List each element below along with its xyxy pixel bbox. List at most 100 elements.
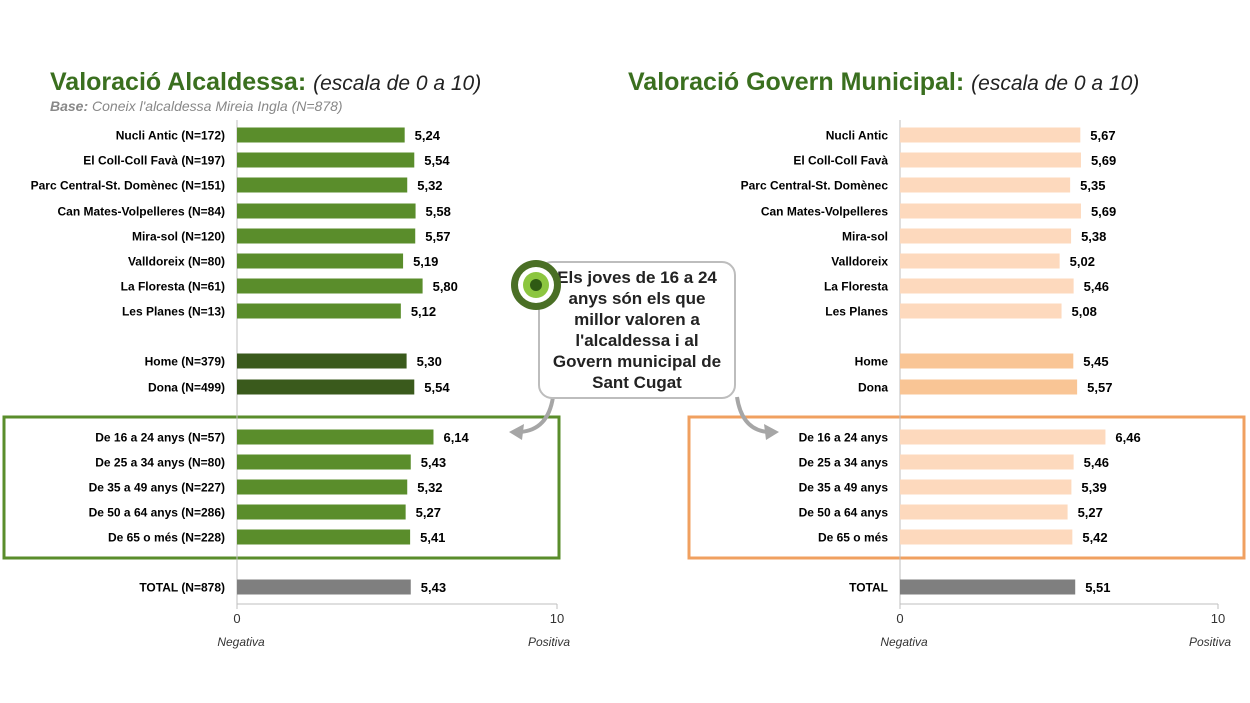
left-value-label: 5,58 [426,204,451,219]
left-bar [237,579,411,595]
right-bar [900,353,1074,369]
target-icon [511,260,561,310]
left-bar [237,479,408,495]
left-category-label: De 50 a 64 anys (N=286) [89,506,225,520]
right-age-highlight-box [687,415,1246,560]
right-x-tick-label: 10 [1211,611,1225,626]
base-label: Base: [50,98,89,114]
right-bar [900,278,1074,294]
right-category-label: De 16 a 24 anys [799,431,889,445]
callout-box: Els joves de 16 a 24 anys són els que mi… [538,261,736,399]
right-bar [900,203,1081,219]
right-bar [900,127,1081,143]
right-category-label: Parc Central-St. Domènec [741,179,889,193]
left-category-label: TOTAL (N=878) [139,581,225,595]
right-category-label: Valldoreix [831,255,888,269]
callout-arrow-left-head [509,424,524,440]
left-value-label: 5,57 [425,229,450,244]
right-title-sub: (escala de 0 a 10) [971,72,1140,95]
left-category-label: De 25 a 34 anys (N=80) [95,456,225,470]
right-value-label: 5,69 [1091,204,1116,219]
right-value-label: 5,39 [1081,480,1106,495]
left-category-label: Mira-sol (N=120) [132,230,225,244]
right-category-label: Dona [858,381,888,395]
left-category-label: Les Planes (N=13) [122,305,225,319]
left-value-label: 5,32 [417,480,442,495]
right-category-label: Les Planes [825,305,888,319]
left-category-label: Valldoreix (N=80) [128,255,225,269]
left-value-label: 5,41 [420,530,445,545]
right-category-label: Nucli Antic [826,129,889,143]
left-bar [237,529,411,545]
left-title-sub: (escala de 0 a 10) [313,72,482,95]
left-value-label: 5,27 [416,505,441,520]
left-bar [237,504,406,520]
right-category-label: La Floresta [824,280,888,294]
right-category-label: De 35 a 49 anys [799,481,889,495]
left-value-label: 5,43 [421,580,446,595]
left-chart-title: Valoració Alcaldessa: (escala de 0 a 10) [50,68,481,97]
right-bar [900,177,1071,193]
left-bar [237,379,415,395]
callout-arrow-left [519,396,555,434]
right-bar [900,479,1072,495]
right-bar [900,152,1081,168]
right-x-end-label-positive: Positiva [1189,635,1231,649]
right-value-label: 5,08 [1072,304,1097,319]
callout-arrow-right [735,396,769,434]
left-bar [237,454,411,470]
right-bar [900,529,1073,545]
left-value-label: 5,80 [433,279,458,294]
right-x-tick-label: 0 [896,611,903,626]
left-x-end-label-positive: Positiva [528,635,570,649]
left-value-label: 5,54 [424,153,450,168]
left-bar [237,429,434,445]
right-category-label: Home [855,355,889,369]
left-value-label: 6,14 [443,430,469,445]
right-chart-title: Valoració Govern Municipal: (escala de 0… [628,68,1139,97]
right-category-label: De 25 a 34 anys [799,456,889,470]
left-category-label: De 65 o més (N=228) [108,531,225,545]
left-bar [237,303,401,319]
left-chart-base: Base: Coneix l'alcaldessa Mireia Ingla (… [50,98,343,114]
right-value-label: 5,38 [1081,229,1106,244]
left-bar [237,353,407,369]
right-bar [900,228,1072,244]
left-category-label: Nucli Antic (N=172) [116,129,225,143]
left-category-label: Dona (N=499) [148,381,225,395]
right-value-label: 6,46 [1115,430,1140,445]
callout-text: Els joves de 16 a 24 anys són els que mi… [552,268,722,392]
left-category-label: De 35 a 49 anys (N=227) [89,481,225,495]
left-x-end-label-negative: Negativa [217,635,265,649]
right-bar [900,253,1060,269]
right-category-label: De 50 a 64 anys [799,506,889,520]
right-value-label: 5,27 [1078,505,1103,520]
right-category-label: De 65 o més [818,531,888,545]
right-bar [900,454,1074,470]
left-bar [237,152,415,168]
right-bar [900,429,1106,445]
left-category-label: El Coll-Coll Favà (N=197) [83,154,225,168]
left-value-label: 5,32 [417,178,442,193]
left-bar [237,253,404,269]
left-bar [237,127,405,143]
right-bar [900,303,1062,319]
right-bar [900,504,1068,520]
left-x-tick-label: 10 [550,611,564,626]
base-text: Coneix l'alcaldessa Mireia Ingla (N=878) [92,98,343,114]
right-value-label: 5,51 [1085,580,1110,595]
left-category-label: Home (N=379) [145,355,225,369]
left-category-label: La Floresta (N=61) [121,280,225,294]
left-value-label: 5,24 [415,128,441,143]
right-category-label: Can Mates-Volpelleres [761,205,888,219]
right-value-label: 5,67 [1090,128,1115,143]
right-category-label: Mira-sol [842,230,888,244]
right-bar [900,379,1078,395]
left-value-label: 5,19 [413,254,438,269]
left-category-label: Parc Central-St. Domènec (N=151) [31,179,225,193]
right-category-label: TOTAL [849,581,888,595]
left-value-label: 5,12 [411,304,436,319]
left-value-label: 5,54 [424,380,450,395]
right-x-end-label-negative: Negativa [880,635,928,649]
